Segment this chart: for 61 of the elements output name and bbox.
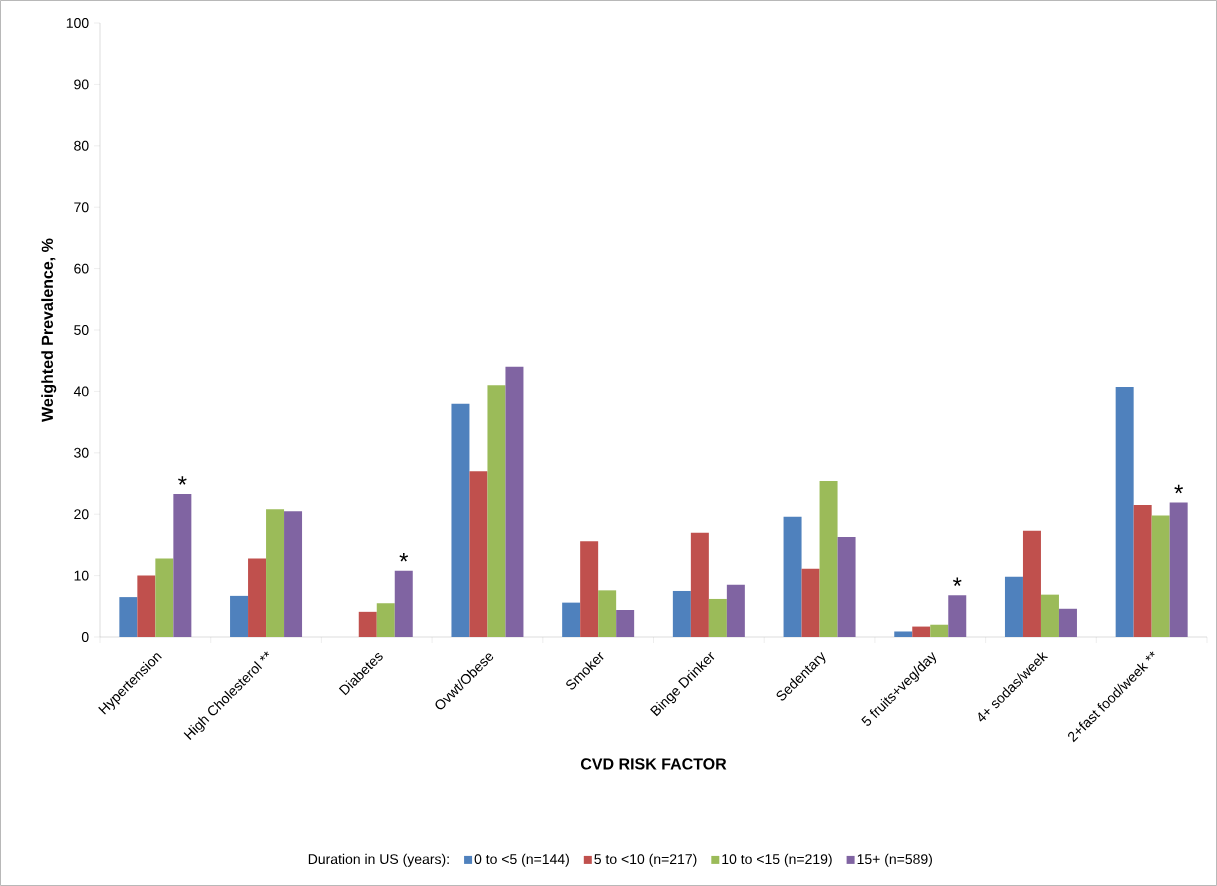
y-tick-label: 10	[74, 570, 89, 581]
y-tick-label: 70	[74, 202, 89, 213]
bar	[726, 584, 745, 638]
bar	[284, 511, 303, 638]
bar	[358, 611, 377, 638]
bar	[248, 558, 267, 638]
bar	[1004, 576, 1023, 638]
bar	[137, 575, 156, 638]
bar	[819, 481, 838, 638]
legend-title: Duration in US (years):	[308, 853, 449, 867]
bar	[948, 595, 967, 638]
bar	[580, 541, 599, 638]
bar	[1133, 505, 1152, 638]
legend-label: 0 to <5 (n=144)	[474, 853, 569, 867]
bar	[930, 624, 949, 638]
data-label: *	[399, 552, 409, 562]
bar	[155, 558, 174, 638]
bar	[616, 610, 635, 638]
bar	[708, 598, 727, 638]
bar	[562, 602, 581, 638]
bar	[173, 493, 192, 638]
bar	[837, 536, 856, 638]
y-tick-label: 50	[74, 325, 89, 335]
bar	[783, 516, 802, 638]
bar	[1151, 515, 1170, 638]
bar	[1115, 387, 1134, 638]
data-label: *	[178, 476, 187, 485]
bar	[451, 403, 470, 638]
data-label: *	[1174, 484, 1183, 494]
y-tick-label: 90	[74, 79, 89, 90]
bar	[690, 532, 709, 638]
y-tick-label: 0	[81, 632, 89, 642]
bar	[1058, 608, 1077, 638]
x-axis-title: CVD RISK FACTOR	[580, 758, 727, 770]
bar	[394, 570, 413, 638]
y-tick-label: 80	[74, 140, 89, 151]
y-tick-label: 40	[73, 386, 89, 397]
bar	[598, 590, 617, 638]
y-tick-label: 100	[66, 18, 89, 28]
bar	[376, 603, 395, 638]
bar	[505, 366, 524, 638]
y-axis-title: Weighted Prevalence, %	[41, 238, 57, 422]
bar	[1040, 594, 1059, 638]
data-label: *	[952, 577, 962, 586]
y-tick-label: 30	[74, 447, 89, 458]
bar	[912, 626, 931, 638]
legend-label: 5 to <10 (n=217)	[594, 853, 697, 867]
bar	[487, 385, 506, 638]
legend-label: 10 to <15 (n=219)	[722, 853, 832, 867]
bar	[266, 509, 285, 638]
bar	[801, 568, 820, 638]
bar	[230, 595, 249, 638]
bar	[894, 631, 913, 638]
y-tick-label: 20	[74, 509, 89, 520]
y-tick-label: 60	[74, 263, 89, 274]
bar	[672, 590, 691, 638]
legend-label: 15+ (n=589)	[857, 853, 932, 867]
bar	[1169, 502, 1188, 638]
bar	[119, 597, 138, 638]
bar	[469, 471, 488, 638]
bar	[1022, 530, 1041, 638]
